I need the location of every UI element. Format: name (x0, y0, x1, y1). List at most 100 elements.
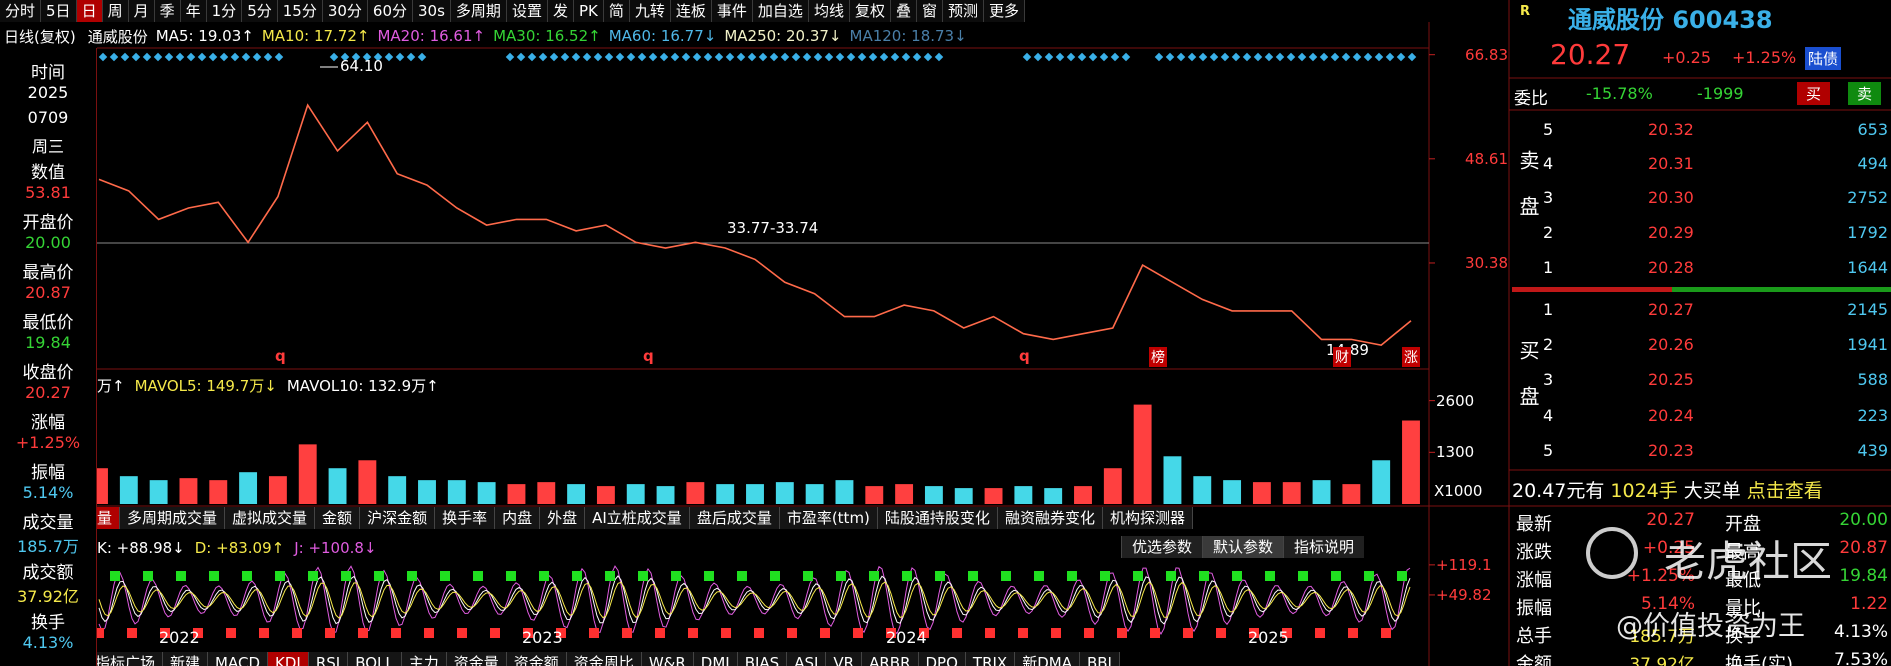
toolbar-button[interactable]: 分时 (0, 0, 42, 22)
bottom-tab[interactable]: W&R (641, 652, 694, 666)
toolbar-button[interactable]: 60分 (368, 0, 414, 22)
bottom-tab[interactable]: ASI (787, 652, 827, 666)
price-pct: +1.25% (1732, 48, 1797, 67)
buy-button[interactable]: 买 (1797, 82, 1831, 105)
toolbar-button[interactable]: 叠 (891, 0, 917, 22)
bottom-tab[interactable]: BIAS (737, 652, 788, 666)
toolbar-button[interactable]: 预测 (943, 0, 985, 22)
watermark-user: @价值投资为王 (1616, 611, 1805, 642)
indicator-tab[interactable]: 融资融券变化 (997, 507, 1103, 529)
book-level: 3 (1543, 188, 1554, 207)
indicator-tab[interactable]: 机构探测器 (1102, 507, 1193, 529)
indicator-tab[interactable]: 换手率 (435, 507, 496, 529)
toolbar-button[interactable]: 加自选 (753, 0, 809, 22)
toolbar-button[interactable]: 更多 (984, 0, 1026, 22)
toolbar-button[interactable]: 均线 (809, 0, 850, 22)
buy-signal (391, 628, 401, 638)
oscillator-line (98, 565, 1411, 636)
toolbar-button[interactable]: 1分 (207, 0, 243, 22)
sidebar-label: 振幅 (31, 463, 65, 483)
toolbar-button[interactable]: 季 (155, 0, 181, 22)
buy-signal (556, 628, 566, 638)
bottom-tab[interactable]: BBI (1079, 652, 1120, 666)
bottom-tab[interactable]: BOLL (348, 652, 402, 666)
param-button[interactable]: 指标说明 (1283, 536, 1365, 558)
bottom-tab[interactable]: VR (826, 652, 863, 666)
indicator-tab[interactable]: 多周期成交量 (120, 507, 226, 529)
toolbar-button[interactable]: 30s (413, 0, 451, 22)
toolbar-button[interactable]: 周 (103, 0, 129, 22)
toolbar-button[interactable]: 事件 (712, 0, 753, 22)
buy-signal (853, 628, 863, 638)
toolbar-button[interactable]: 日 (76, 0, 103, 22)
toolbar-button[interactable]: 发 (548, 0, 574, 22)
period-label: 日线(复权) (4, 27, 76, 46)
bottom-tabs: 指标广场 新建 MACD KDJ RSI BOLL 主力 资金量 资金额 资金周比 W&R DMI BI… (88, 652, 1120, 666)
sidebar-value: +1.25% (15, 433, 81, 452)
book-price: 20.26 (1648, 335, 1694, 354)
bond-badge[interactable]: 陆债 (1805, 47, 1842, 70)
volume-bar (1193, 476, 1212, 504)
bottom-tab[interactable]: 新建 (163, 652, 209, 666)
param-button[interactable]: 默认参数 (1202, 536, 1284, 558)
param-button[interactable]: 优选参数 (1121, 536, 1203, 558)
toolbar-button[interactable]: 30分 (323, 0, 368, 22)
indicator-tab[interactable]: 金额 (315, 507, 361, 529)
volume-bar (1163, 456, 1182, 504)
toolbar-button[interactable]: 简 (604, 0, 630, 22)
stat-value: 5.14% (1640, 594, 1695, 614)
toolbar-button[interactable]: 多周期 (451, 0, 507, 22)
bottom-tab[interactable]: MACD (208, 652, 268, 666)
toolbar-button[interactable]: 窗 (917, 0, 943, 22)
toolbar-button[interactable]: 年 (181, 0, 207, 22)
bottom-tab[interactable]: KDJ (268, 652, 309, 666)
toolbar-button[interactable]: 连板 (671, 0, 712, 22)
indicator-tab[interactable]: AI立桩成交量 (585, 507, 690, 529)
sell-button[interactable]: 卖 (1848, 82, 1882, 105)
event-diamond (857, 52, 867, 62)
indicator-tab[interactable]: 沪深金额 (360, 507, 436, 529)
bottom-tab[interactable]: 资金额 (506, 652, 567, 666)
bottom-tab[interactable]: RSI (308, 652, 349, 666)
buy-signal (985, 628, 995, 638)
volume-bar (418, 480, 436, 504)
indicator-tab[interactable]: 内盘 (495, 507, 541, 529)
indicator-tab[interactable]: 市盈率(ttm) (779, 507, 878, 529)
book-level: 1 (1543, 300, 1554, 319)
toolbar-button[interactable]: PK (574, 0, 604, 22)
sidebar: 时间 2025 0709 周三 数值 53.81 开盘价 20.00 最高价 20.87 最低价 19… (0, 48, 97, 666)
bottom-tab[interactable]: TRIX (965, 652, 1016, 666)
event-diamond (197, 52, 207, 62)
event-diamond (901, 52, 911, 62)
toolbar-button[interactable]: 九转 (630, 0, 671, 22)
event-diamond (252, 52, 262, 62)
volume-indicator: MAVOL5: 149.7万↓ (134, 376, 277, 395)
stat-label: 换手(实) (1725, 654, 1794, 666)
toolbar-button[interactable]: 设置 (507, 0, 548, 22)
event-diamond (769, 52, 779, 62)
event-marker: 榜 (1149, 347, 1167, 367)
toolbar-button[interactable]: 复权 (850, 0, 891, 22)
bottom-tab[interactable]: 资金周比 (566, 652, 642, 666)
bottom-tab[interactable]: 资金量 (446, 652, 507, 666)
bottom-tab[interactable]: 主力 (401, 652, 447, 666)
toolbar-button[interactable]: 5分 (242, 0, 278, 22)
indicator-tab[interactable]: 虚拟成交量 (225, 507, 316, 529)
bottom-tab[interactable]: DMI (693, 652, 738, 666)
big-order-text[interactable]: 点击查看 (1746, 480, 1823, 502)
sell-signal (836, 571, 846, 581)
bottom-tab[interactable]: 新DMA (1015, 652, 1080, 666)
toolbar-button[interactable]: 15分 (278, 0, 323, 22)
indicator-tab[interactable]: 陆股通持股变化 (877, 507, 998, 529)
indicator-tab[interactable]: 外盘 (540, 507, 586, 529)
volume-bar (1372, 460, 1391, 504)
book-price: 20.30 (1648, 188, 1694, 207)
bottom-tab[interactable]: ARBR (862, 652, 919, 666)
stat-value: 20.27 (1646, 510, 1695, 530)
toolbar-button[interactable]: 月 (129, 0, 155, 22)
bottom-tab[interactable]: 指标广场 (88, 652, 164, 666)
bottom-tab[interactable]: DPO (918, 652, 966, 666)
sell-signal (374, 571, 384, 581)
indicator-tab[interactable]: 盘后成交量 (689, 507, 780, 529)
toolbar-button[interactable]: 5日 (41, 0, 77, 22)
